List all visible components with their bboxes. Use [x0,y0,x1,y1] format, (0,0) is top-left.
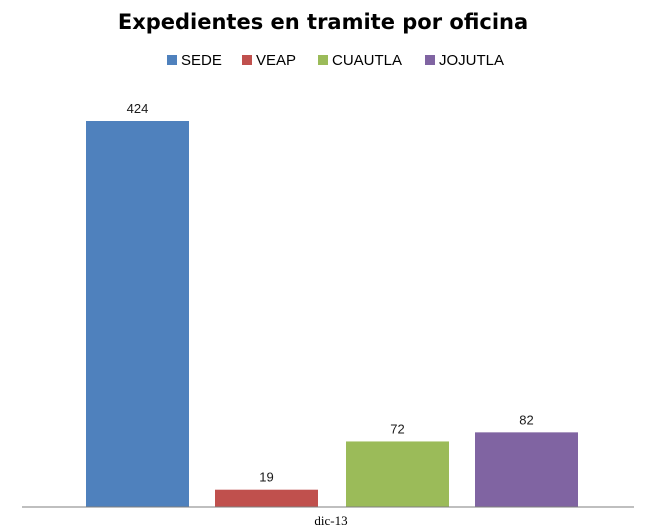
data-label-sede: 424 [127,101,149,116]
bar-veap [215,489,318,507]
legend: SEDE VEAP CUAUTLA JOJUTLA [167,52,504,69]
legend-label-veap: VEAP [256,52,296,69]
legend-label-cuautla: CUAUTLA [332,52,402,69]
legend-item-cuautla: CUAUTLA [318,52,402,69]
legend-swatch-sede [167,55,177,65]
legend-label-jojutla: JOJUTLA [439,52,504,69]
data-label-veap: 19 [259,470,273,485]
bar-sede [86,121,189,507]
data-labels: 424 19 72 82 [127,101,534,485]
legend-item-jojutla: JOJUTLA [425,52,504,69]
bars [86,121,578,507]
legend-swatch-jojutla [425,55,435,65]
legend-item-sede: SEDE [167,52,222,69]
legend-item-veap: VEAP [242,52,296,69]
legend-swatch-cuautla [318,55,328,65]
legend-swatch-veap [242,55,252,65]
legend-label-sede: SEDE [181,52,222,69]
bar-cuautla [346,441,449,507]
bar-jojutla [475,432,578,507]
chart-title: Expedientes en tramite por oficina [118,10,528,34]
data-label-jojutla: 82 [519,412,533,427]
data-label-cuautla: 72 [390,421,404,436]
category-label: dic-13 [314,513,347,528]
